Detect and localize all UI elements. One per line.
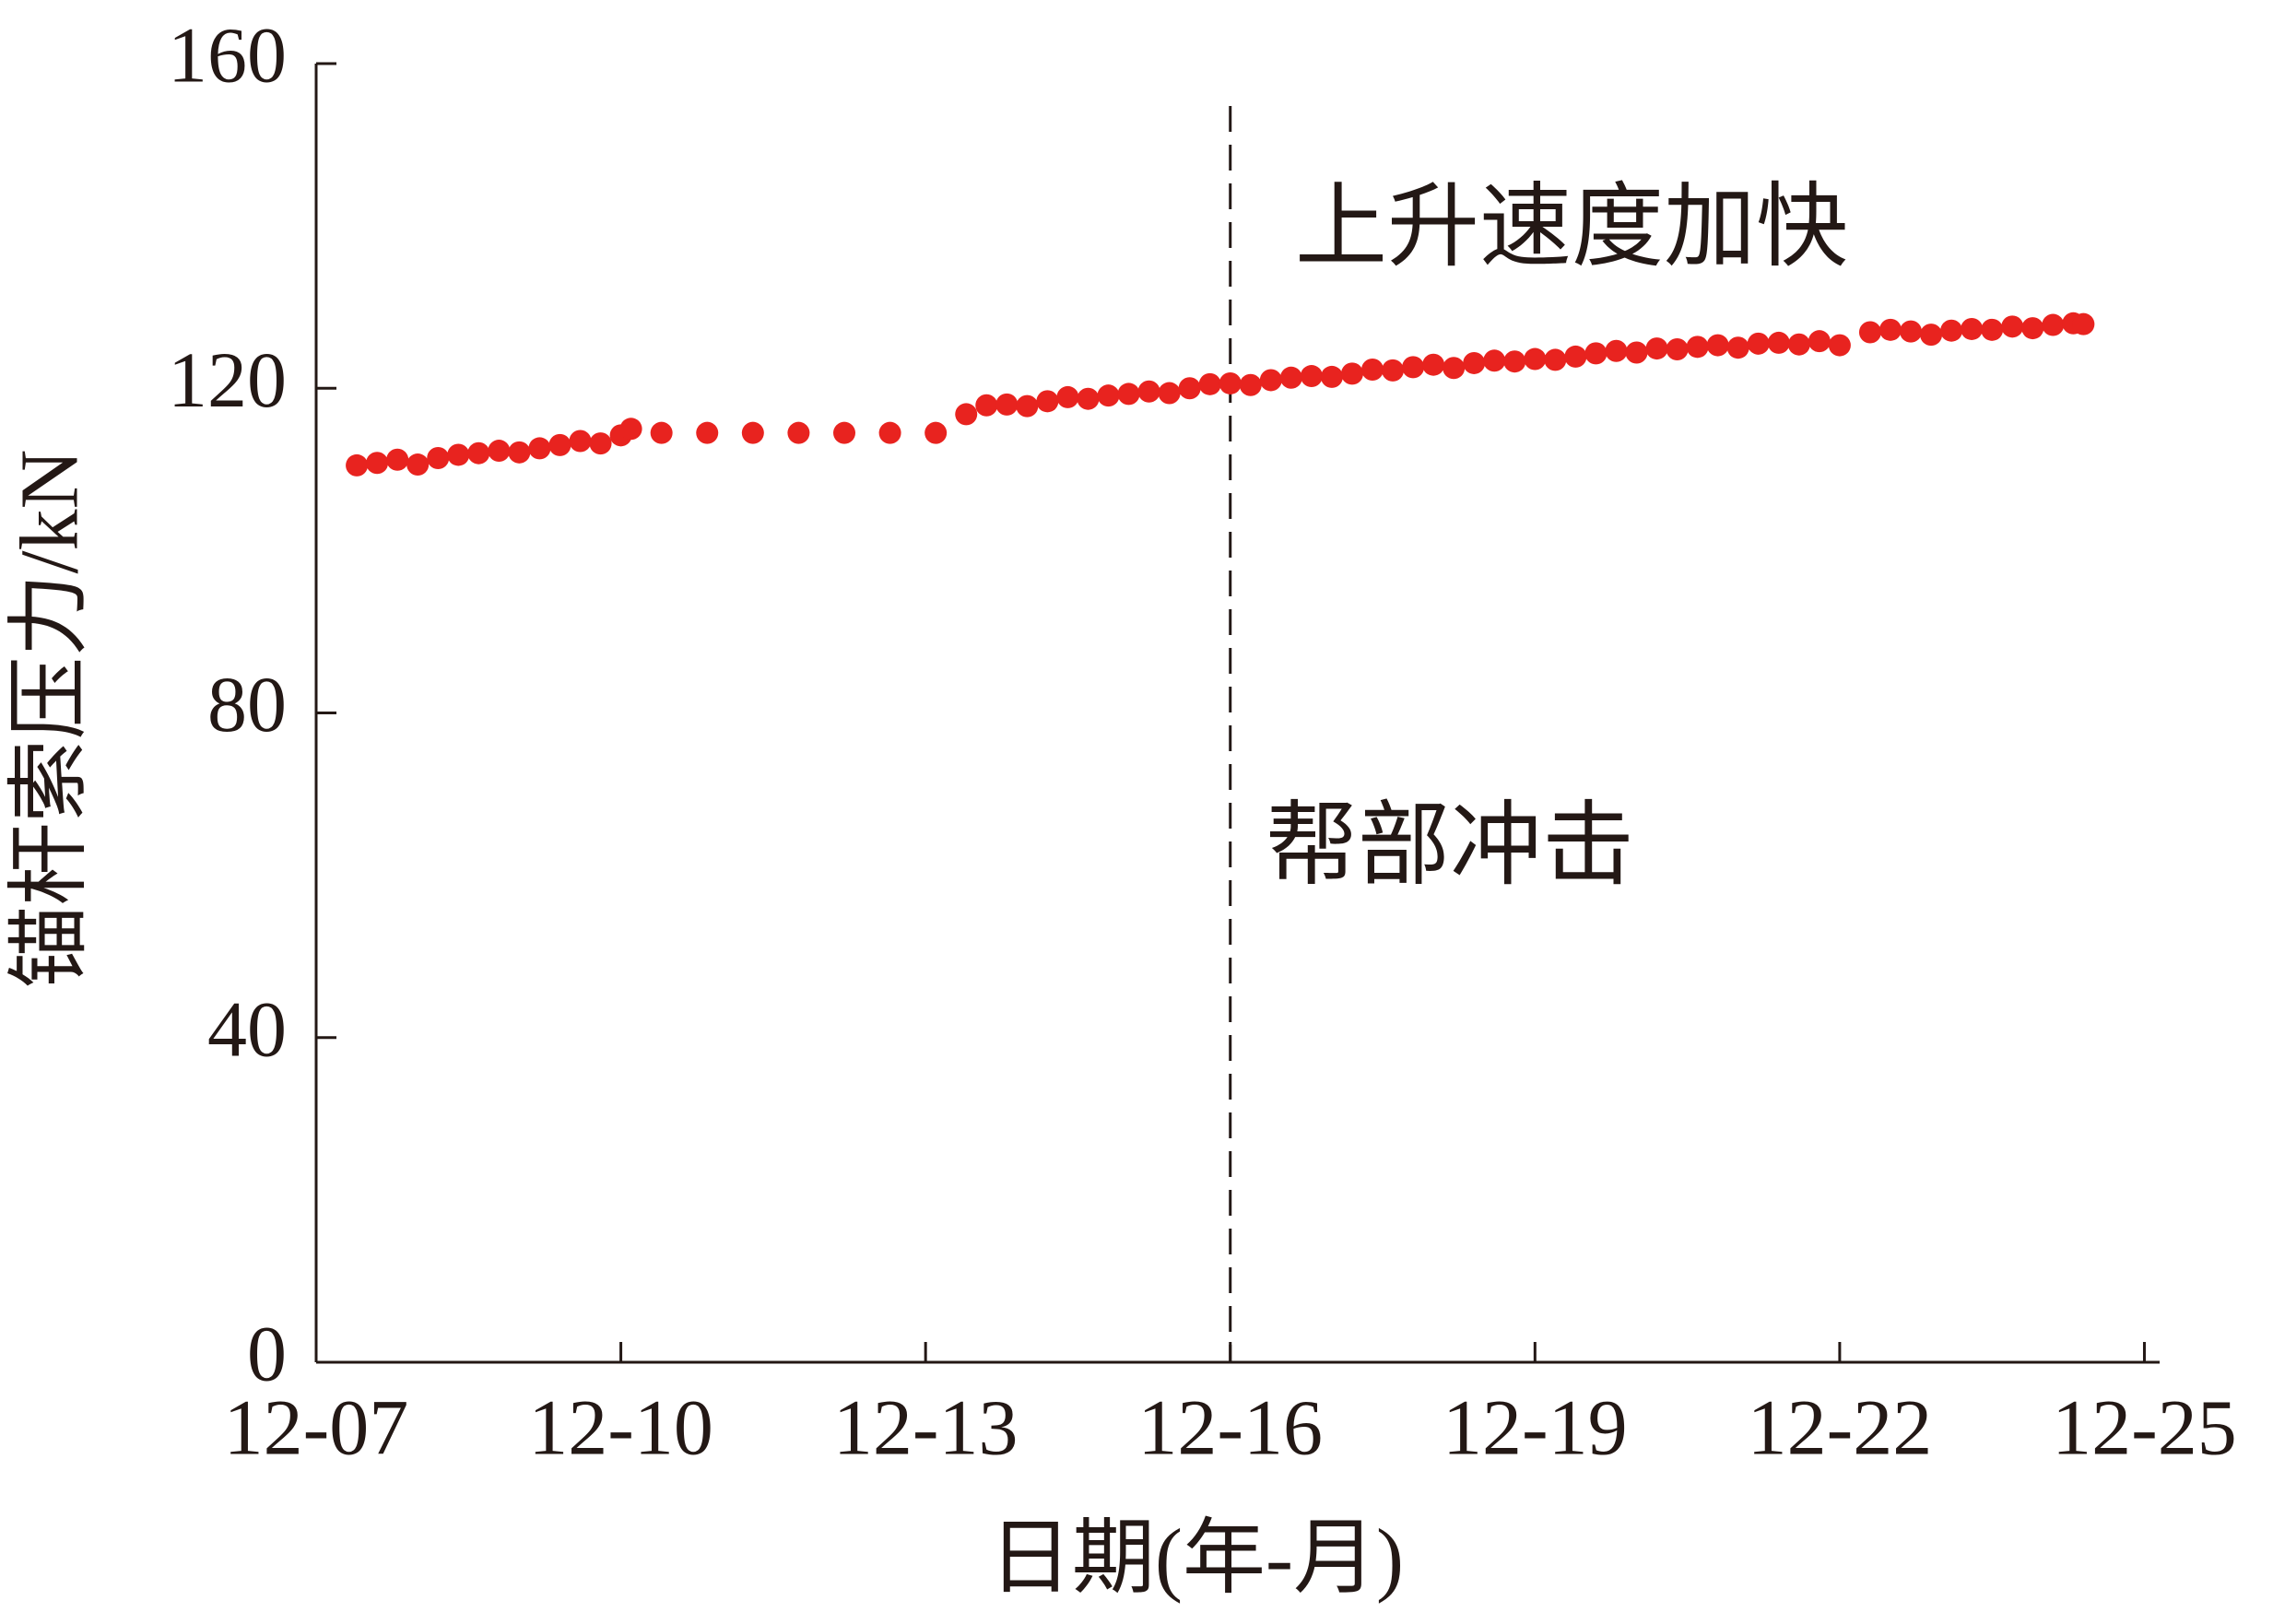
data-point	[1645, 337, 1668, 360]
data-point	[650, 421, 673, 444]
y-axis-title: 锚杆索压力/kN	[5, 450, 96, 989]
data-point	[1961, 317, 1984, 340]
data-point	[1463, 351, 1486, 374]
data-point	[548, 433, 571, 456]
data-point	[1361, 358, 1384, 381]
data-point	[741, 421, 764, 444]
data-point	[1828, 334, 1851, 357]
data-point	[528, 437, 551, 460]
data-point	[1137, 380, 1160, 403]
y-tick-label: 160	[168, 11, 287, 100]
data-point	[1382, 359, 1405, 382]
data-point	[386, 448, 409, 471]
data-point	[1878, 318, 1902, 341]
data-point	[1016, 394, 1039, 418]
data-point	[1178, 377, 1201, 400]
data-point	[447, 443, 470, 466]
data-point	[427, 446, 450, 469]
data-point	[1625, 341, 1648, 364]
data-point	[1808, 330, 1831, 353]
data-point	[1422, 353, 1445, 376]
data-point	[1097, 384, 1120, 407]
y-tick-label: 120	[168, 335, 287, 424]
data-point	[467, 441, 490, 465]
annotation: 帮部冲击	[1266, 794, 1634, 897]
x-axis-title: 日期(年-月)	[989, 1513, 1404, 1605]
data-point	[1544, 348, 1567, 371]
x-tick-label: 12-13	[833, 1383, 1019, 1472]
data-point	[1747, 332, 1770, 355]
data-point	[1564, 345, 1587, 368]
data-point	[1483, 349, 1506, 372]
data-point	[696, 421, 719, 444]
data-point	[1686, 335, 1709, 359]
data-point	[1036, 390, 1059, 413]
y-tick-label: 40	[207, 984, 287, 1073]
data-point	[1239, 373, 1262, 396]
data-point	[1666, 337, 1689, 360]
data-point	[1077, 387, 1100, 410]
data-point	[1524, 347, 1547, 371]
data-point	[2021, 317, 2044, 340]
data-point	[1900, 320, 1923, 343]
data-point	[925, 421, 948, 444]
annotation: 上升速度加快	[1295, 176, 1848, 278]
data-point	[569, 430, 592, 453]
data-point	[1940, 319, 1963, 342]
data-point	[346, 453, 369, 477]
y-tick-label: 80	[207, 660, 287, 748]
data-point	[366, 452, 389, 475]
data-point	[1320, 365, 1343, 388]
data-point	[1584, 342, 1608, 365]
data-point	[1279, 366, 1302, 389]
data-point	[878, 421, 901, 444]
data-point	[1503, 350, 1526, 373]
data-point	[1300, 365, 1323, 388]
data-point	[1219, 371, 1242, 394]
data-point	[1726, 336, 1749, 359]
y-tick-label: 0	[247, 1310, 287, 1398]
data-point	[589, 432, 612, 455]
data-point	[1402, 356, 1425, 379]
data-point	[1605, 339, 1628, 362]
data-point	[833, 421, 856, 444]
data-point	[1198, 372, 1221, 395]
x-tick-label: 12-19	[1443, 1383, 1628, 1472]
data-point	[1056, 385, 1079, 408]
x-tick-label: 12-25	[2052, 1383, 2237, 1472]
data-point	[1981, 318, 2004, 341]
x-tick-label: 12-10	[528, 1383, 713, 1472]
data-point	[975, 394, 998, 417]
data-point	[955, 403, 978, 426]
data-point	[1858, 321, 1881, 344]
data-point	[1787, 333, 1810, 356]
data-point	[406, 453, 430, 477]
data-point	[508, 441, 531, 464]
data-point	[2001, 315, 2024, 338]
data-point	[619, 418, 642, 441]
data-point	[1920, 324, 1943, 347]
data-point	[787, 421, 810, 444]
x-tick-label: 12-07	[224, 1383, 409, 1472]
data-point	[1340, 362, 1363, 385]
data-point	[1443, 357, 1466, 380]
x-tick-label: 12-16	[1137, 1383, 1323, 1472]
data-point	[1117, 382, 1140, 406]
data-point	[488, 440, 511, 463]
data-point	[2072, 312, 2095, 335]
data-point	[1767, 331, 1790, 354]
data-point	[1706, 334, 1729, 357]
data-point	[995, 393, 1019, 416]
data-point	[1158, 382, 1181, 405]
x-tick-label: 12-22	[1748, 1383, 1933, 1472]
data-point	[2042, 313, 2065, 336]
data-point	[1259, 369, 1282, 392]
